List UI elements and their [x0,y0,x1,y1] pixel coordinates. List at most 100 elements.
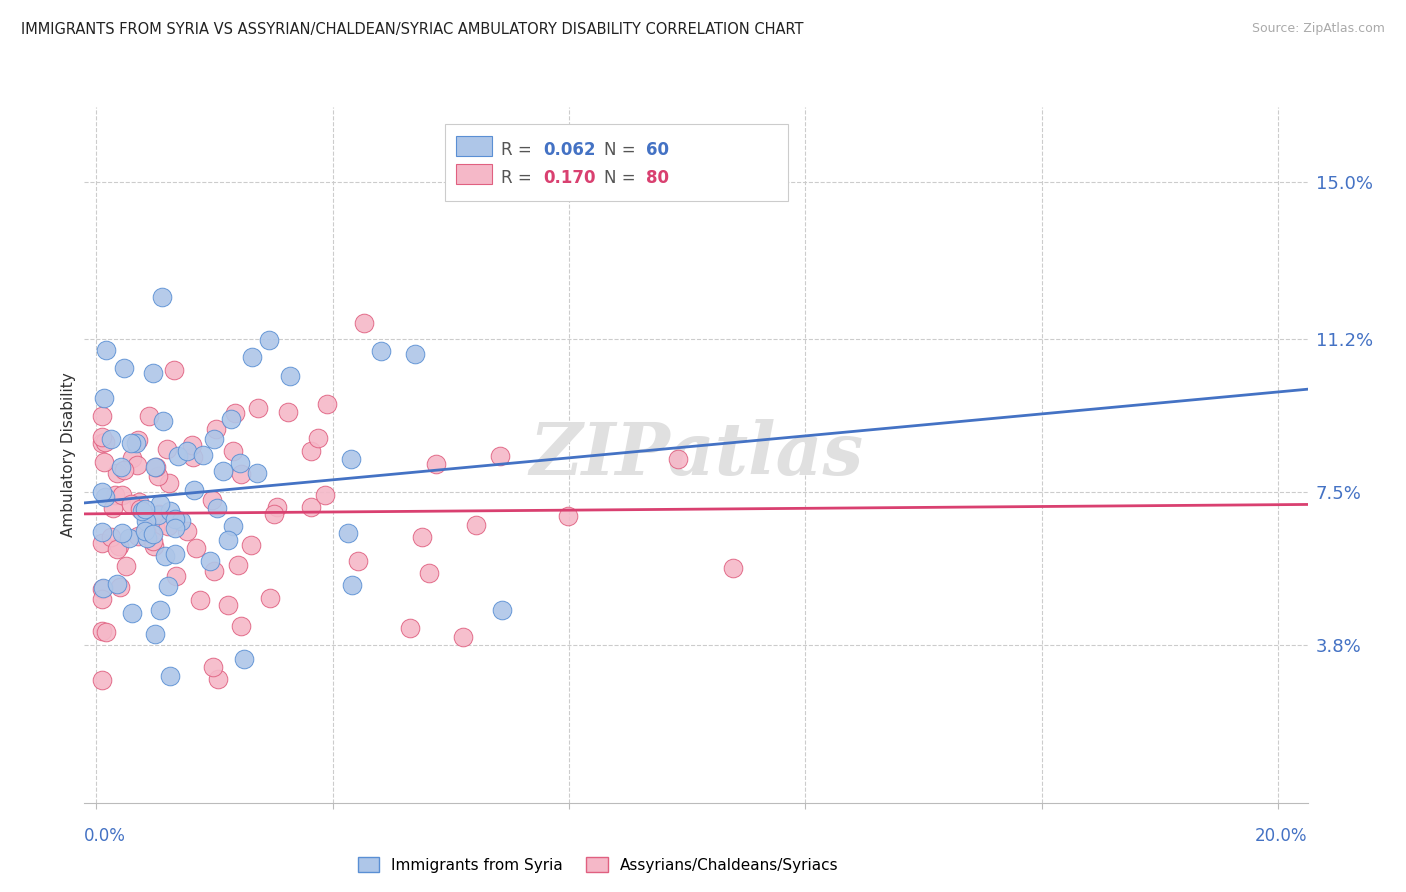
Point [142,527,165,541]
Point [143,520,166,534]
Point [231,467,253,481]
Text: Source: ZipAtlas.com: Source: ZipAtlas.com [1251,22,1385,36]
Point [159,503,181,517]
Point [148,507,170,521]
Point [118,532,141,546]
Point [127,529,149,543]
Point [163,363,186,377]
Point [217,599,239,613]
Point [115,559,138,574]
Point [165,521,187,535]
Point [91,582,114,597]
Point [91,430,114,444]
Point [353,316,375,330]
Text: 0.062: 0.062 [544,141,596,159]
Point [91,435,114,450]
Point [224,406,246,420]
Point [93,391,115,405]
Point [340,578,363,592]
Point [121,607,143,621]
Point [125,436,148,450]
Point [221,411,243,425]
Point [176,524,198,539]
Point [217,533,239,547]
Point [135,515,157,529]
Point [277,405,299,419]
Point [314,488,336,502]
Point [108,580,131,594]
Text: ZIPatlas: ZIPatlas [529,419,863,491]
Point [91,673,114,687]
Point [259,591,281,605]
Point [491,603,513,617]
Point [142,533,165,548]
Point [104,488,127,502]
Point [240,538,263,552]
Point [207,673,229,687]
Point [127,433,149,447]
Text: N =: N = [605,141,641,159]
Point [453,630,475,644]
Point [143,627,166,641]
Point [150,290,173,304]
Text: 0.0%: 0.0% [84,827,127,845]
Point [229,456,252,470]
Point [156,579,179,593]
Point [411,530,433,544]
Point [299,500,322,514]
Point [666,452,689,467]
Point [157,518,180,533]
Y-axis label: Ambulatory Disability: Ambulatory Disability [60,373,76,537]
Point [110,460,132,475]
Point [340,452,363,467]
Text: 60: 60 [647,141,669,159]
Point [266,500,288,515]
Point [105,467,128,481]
Point [129,502,152,516]
Point [143,460,166,475]
Point [134,524,156,538]
Point [93,434,115,449]
Point [181,450,204,464]
Point [163,512,186,526]
Text: R =: R = [502,169,537,187]
Point [105,541,128,556]
Point [184,541,207,556]
Point [316,396,339,410]
Point [91,624,114,639]
Point [91,485,114,500]
Point [228,558,250,572]
Point [108,539,131,553]
Point [465,518,488,533]
Point [176,443,198,458]
Legend: Immigrants from Syria, Assyrians/Chaldeans/Syriacs: Immigrants from Syria, Assyrians/Chaldea… [352,851,845,879]
Point [247,401,270,415]
Point [155,442,177,457]
Point [557,508,579,523]
Point [93,490,115,504]
Point [152,414,174,428]
Point [93,581,115,595]
Text: R =: R = [502,141,537,159]
Point [100,530,122,544]
Point [145,459,167,474]
Point [370,344,392,359]
Point [111,525,134,540]
Point [202,564,225,578]
Point [163,547,186,561]
Point [157,475,180,490]
Point [278,368,301,383]
Point [94,625,117,640]
Point [149,497,172,511]
Point [198,553,221,567]
Text: 20.0%: 20.0% [1256,827,1308,845]
Point [128,494,150,508]
Point [136,532,159,546]
Text: IMMIGRANTS FROM SYRIA VS ASSYRIAN/CHALDEAN/SYRIAC AMBULATORY DISABILITY CORRELAT: IMMIGRANTS FROM SYRIA VS ASSYRIAN/CHALDE… [21,22,804,37]
Point [146,508,169,522]
Text: 80: 80 [647,169,669,187]
Point [259,333,281,347]
Point [167,449,190,463]
Point [183,483,205,498]
Point [101,501,124,516]
